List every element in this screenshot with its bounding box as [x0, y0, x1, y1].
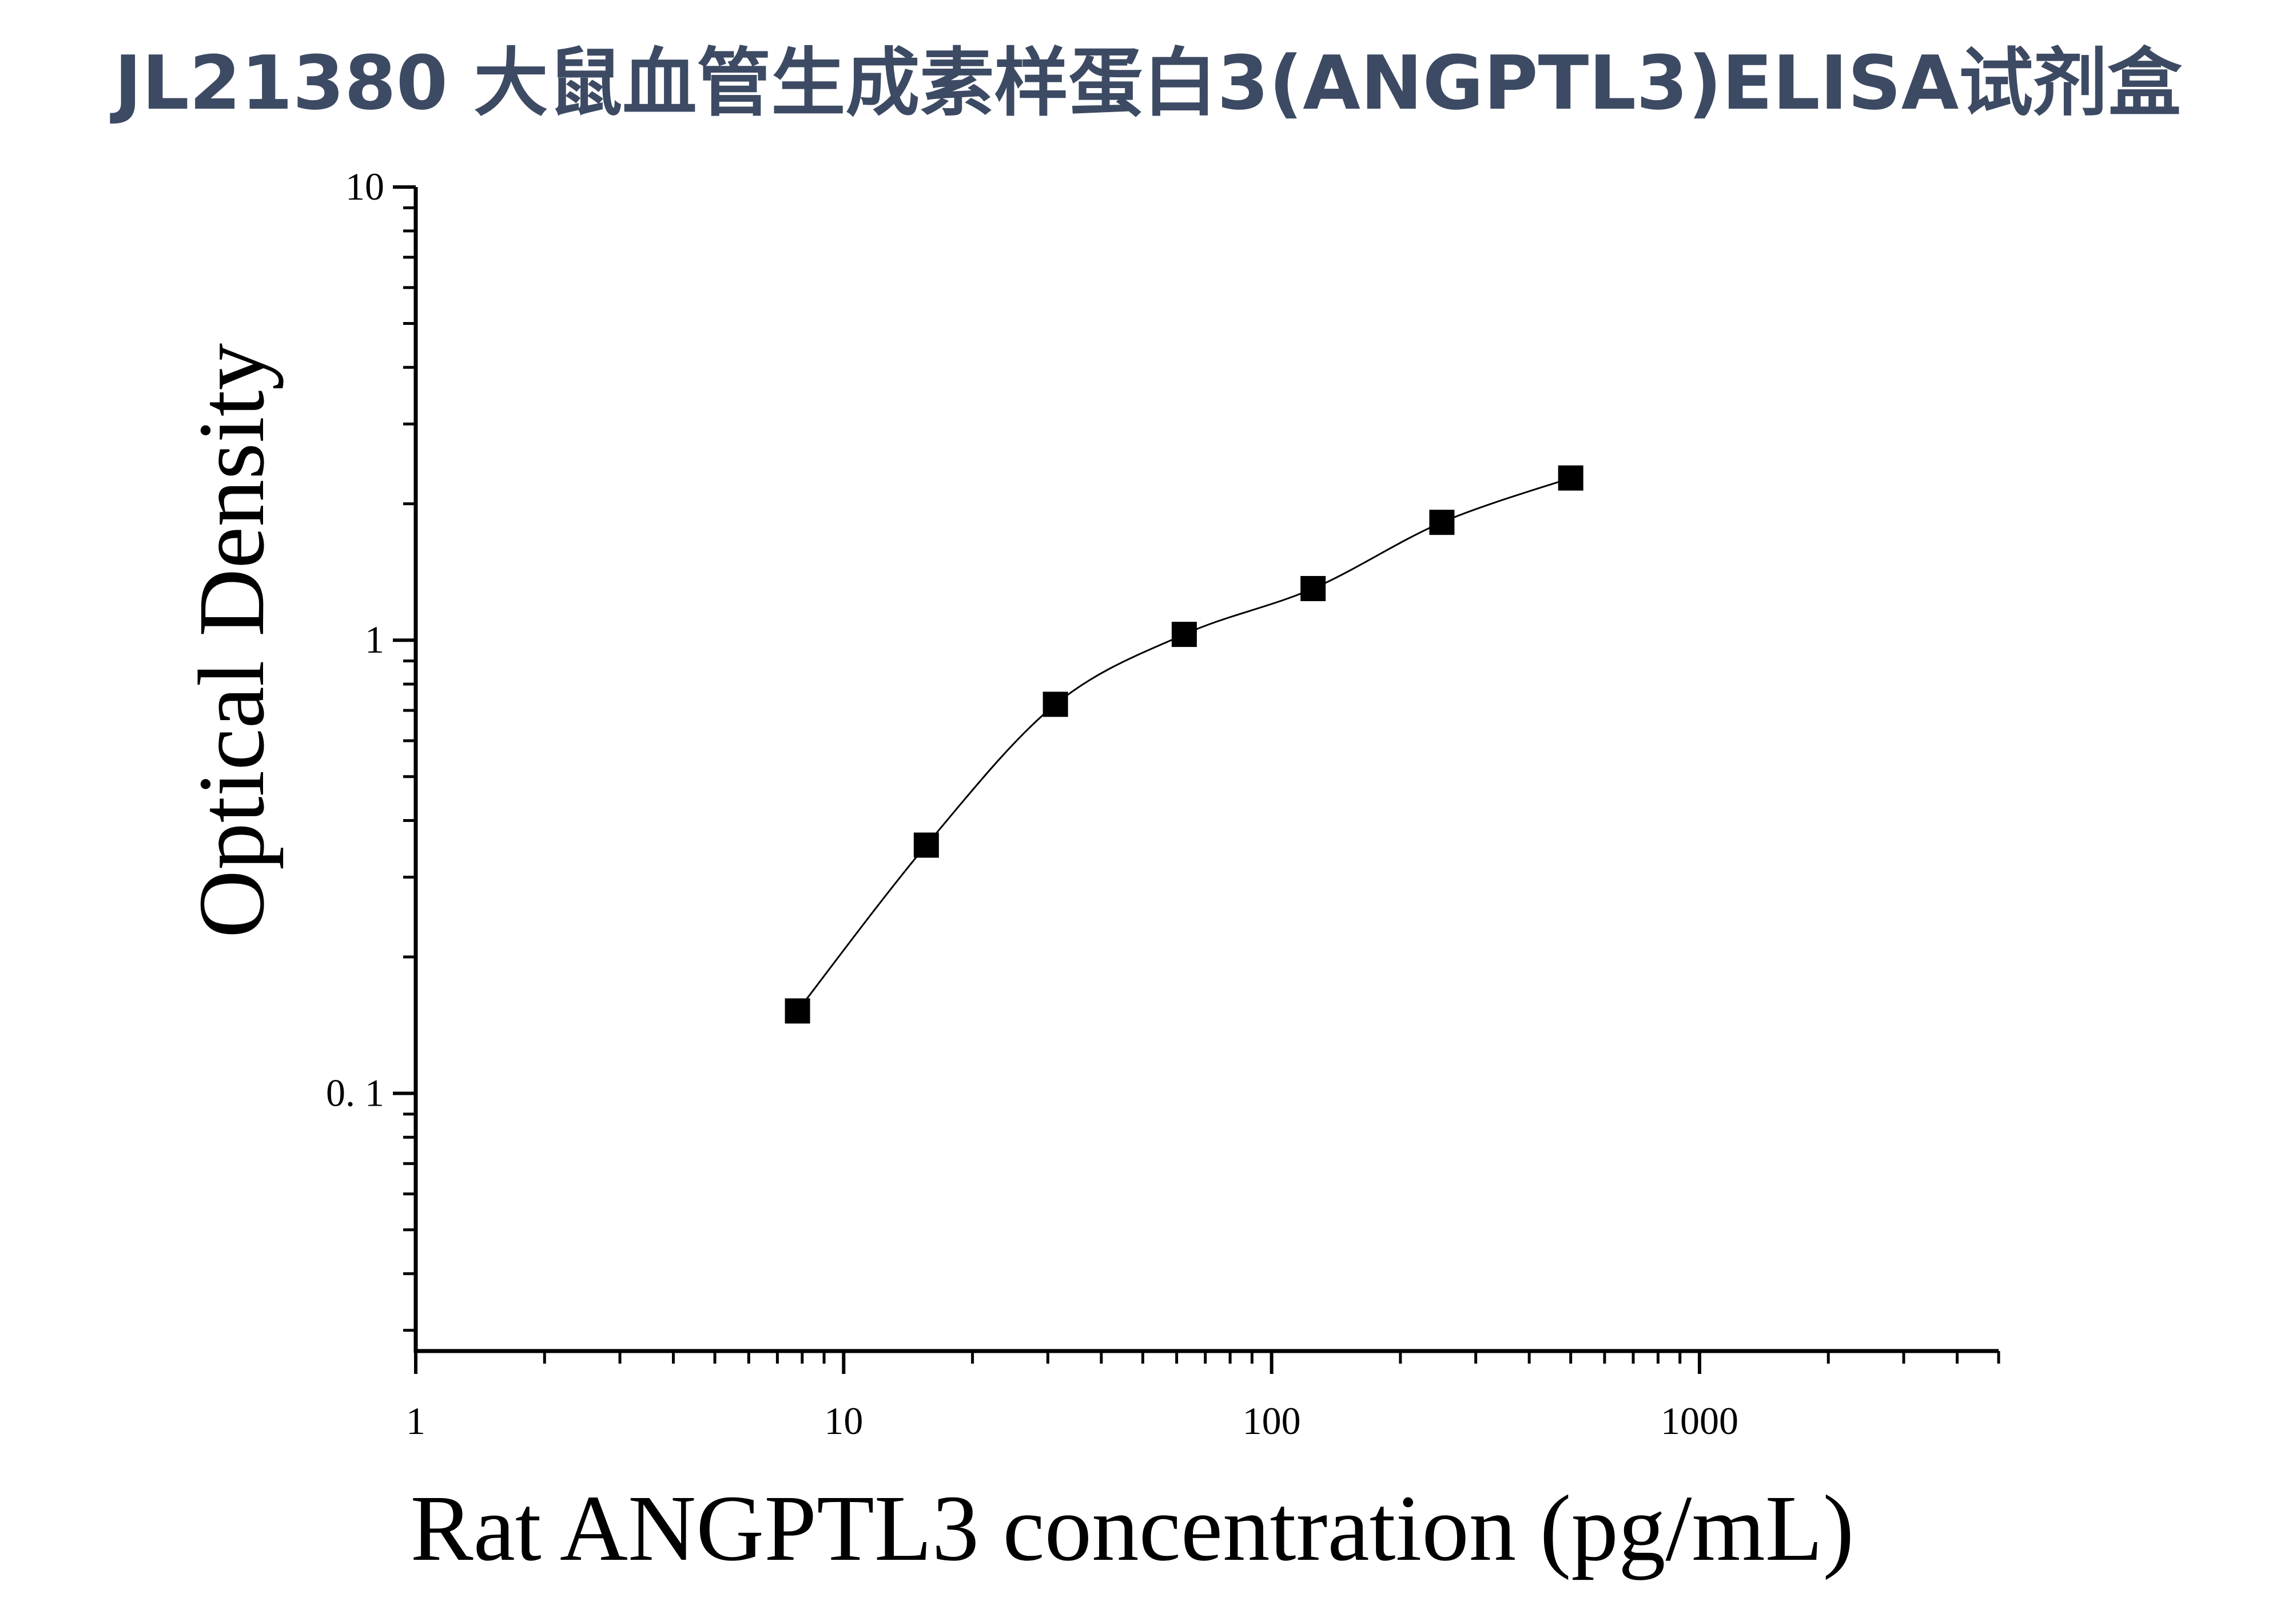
x-tick-label: 1	[406, 1399, 425, 1443]
x-tick-label: 1000	[1661, 1399, 1738, 1443]
y-axis-label: Optical Density	[179, 343, 284, 938]
x-axis-label: Rat ANGPTL3 concentration (pg/mL)	[411, 1476, 1855, 1580]
data-point	[1300, 575, 1326, 601]
fit-curve	[797, 477, 1571, 1012]
major-ticks	[393, 185, 1701, 1374]
x-tick-label: 10	[824, 1399, 863, 1443]
data-point	[1042, 692, 1068, 717]
data-point	[1558, 465, 1583, 491]
fit-curve-group	[797, 477, 1571, 1012]
data-points	[785, 465, 1583, 1024]
data-point	[913, 832, 939, 858]
y-tick-label: 10	[345, 165, 384, 208]
data-point	[1171, 622, 1197, 647]
y-tick-label: 1	[365, 618, 384, 661]
data-point	[785, 998, 810, 1024]
y-tick-label: 0. 1	[326, 1071, 384, 1114]
tick-labels: 1 10 100 1000 0. 1 1 10	[326, 165, 1738, 1443]
data-point	[1429, 510, 1455, 535]
chart-title: JL21380 大鼠血管生成素样蛋白3(ANGPTL3)ELISA试剂盒	[114, 39, 2182, 126]
minor-ticks	[403, 206, 2000, 1364]
x-tick-label: 100	[1243, 1399, 1301, 1443]
axes	[413, 187, 1999, 1353]
